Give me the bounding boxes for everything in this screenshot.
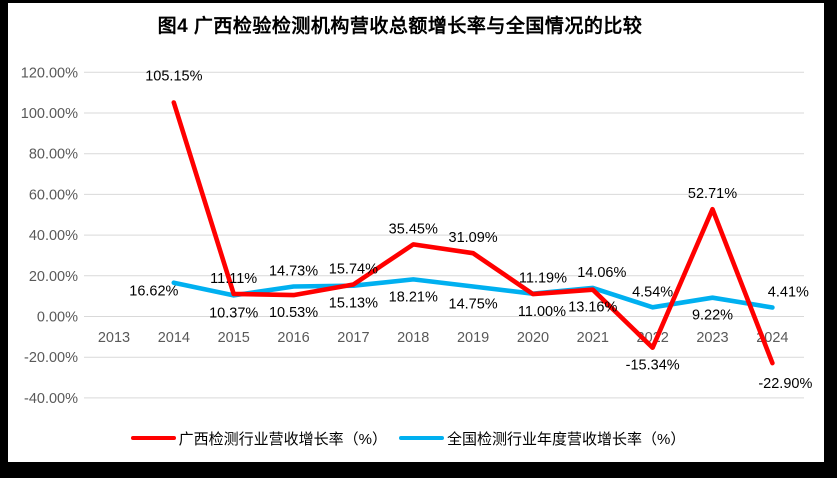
- data-label: 10.53%: [269, 305, 318, 321]
- data-label: 11.11%: [210, 271, 257, 287]
- chart-legend: 广西检测行业营收增长率（%） 全国检测行业年度营收增长率（%）: [0, 427, 816, 449]
- y-axis-tick-label: 100.00%: [21, 106, 78, 122]
- chart-background-panel: [8, 3, 824, 462]
- legend-line-swatch: [399, 435, 444, 441]
- data-label: 16.62%: [129, 284, 178, 300]
- data-label: 11.00%: [518, 304, 566, 320]
- x-axis-tick-label: 2020: [517, 330, 549, 346]
- x-axis-tick-label: 2014: [158, 330, 190, 346]
- data-label: 14.75%: [449, 296, 498, 312]
- data-label: 15.13%: [329, 296, 378, 312]
- data-label: 35.45%: [389, 221, 438, 237]
- data-label: 9.22%: [692, 308, 733, 324]
- y-axis-tick-label: -40.00%: [24, 391, 78, 407]
- data-label: 11.19%: [519, 271, 567, 287]
- legend-item: 全国检测行业年度营收增长率（%）: [399, 428, 685, 449]
- legend-label: 全国检测行业年度营收增长率（%）: [447, 430, 686, 448]
- series-line: [171, 100, 775, 366]
- data-label: 14.73%: [269, 264, 318, 280]
- y-axis-tick-label: -20.00%: [24, 350, 78, 366]
- y-axis-tick-label: 80.00%: [29, 147, 78, 163]
- legend-item: 广西检测行业营收增长率（%）: [130, 428, 387, 449]
- data-label: 14.06%: [577, 265, 626, 281]
- data-label: 18.21%: [389, 289, 438, 305]
- data-label: 13.16%: [568, 300, 617, 316]
- x-axis-tick-label: 2023: [696, 330, 728, 346]
- data-label: 15.74%: [329, 261, 378, 277]
- y-axis-tick-label: 60.00%: [29, 187, 78, 203]
- x-axis-tick-label: 2013: [98, 330, 130, 346]
- y-axis-tick-label: 120.00%: [21, 65, 78, 81]
- x-axis-tick-label: 2018: [397, 330, 429, 346]
- legend-label: 广西检测行业营收增长率（%）: [178, 430, 387, 448]
- y-axis-tick-label: 40.00%: [29, 228, 78, 244]
- data-label: 10.37%: [209, 305, 258, 321]
- chart-title: 图4 广西检验检测机构营收总额增长率与全国情况的比较: [157, 16, 643, 37]
- legend-line-swatch: [130, 435, 176, 441]
- y-axis-tick-label: 20.00%: [29, 269, 78, 285]
- x-axis-tick-label: 2015: [218, 330, 250, 346]
- data-label: 4.41%: [768, 285, 809, 301]
- data-label: 4.54%: [632, 284, 673, 300]
- data-label: 31.09%: [449, 230, 498, 246]
- data-label: 105.15%: [145, 69, 202, 85]
- x-axis-tick-label: 2019: [457, 330, 489, 346]
- data-label: -22.90%: [758, 376, 812, 392]
- data-label: -15.34%: [626, 358, 680, 374]
- y-axis-tick-label: 0.00%: [37, 310, 78, 326]
- x-axis-tick-label: 2016: [277, 330, 309, 346]
- data-label: 52.71%: [688, 186, 737, 202]
- x-axis-tick-label: 2017: [337, 330, 369, 346]
- x-axis-tick-label: 2021: [577, 330, 609, 346]
